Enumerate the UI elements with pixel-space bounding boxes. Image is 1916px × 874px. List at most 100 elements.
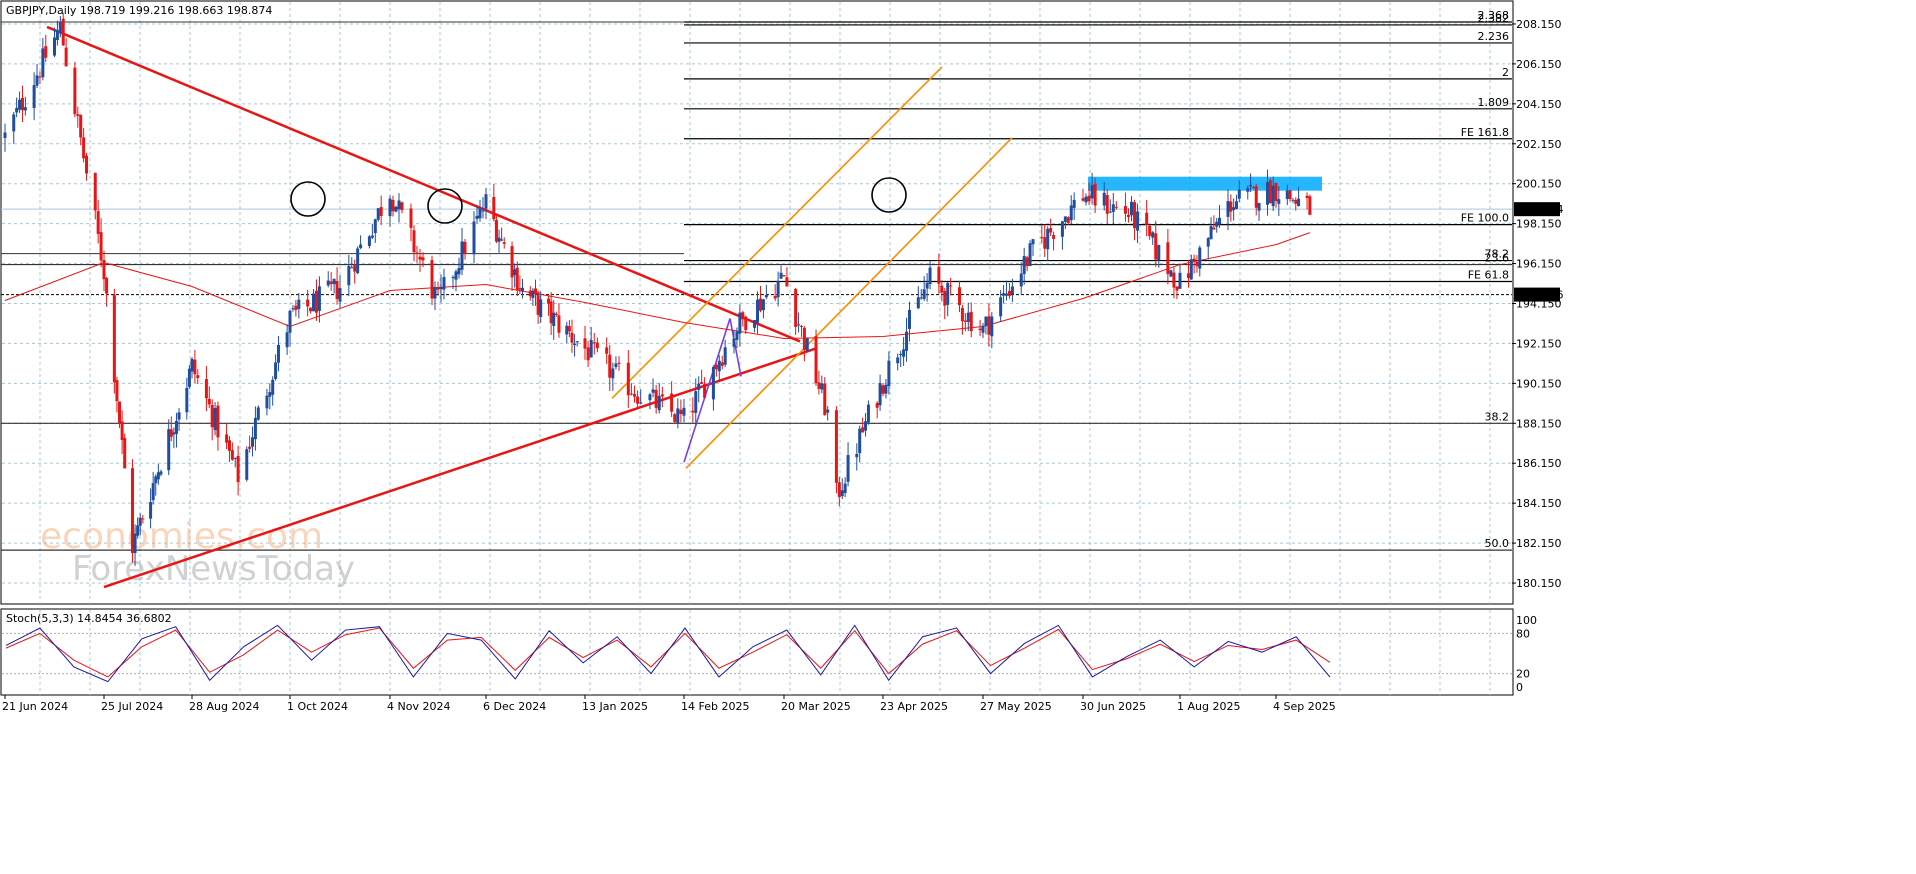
candle (500, 227, 504, 241)
candle (494, 214, 498, 244)
candle-body (1308, 196, 1312, 215)
candle (957, 280, 961, 313)
stoch-header: Stoch(5,3,3) 14.8454 36.6802 (6, 612, 172, 625)
candle (472, 211, 476, 264)
candle-body (347, 265, 351, 286)
candle-body (960, 307, 964, 322)
candle (670, 381, 674, 417)
candle-body (1254, 186, 1258, 208)
candle-body (902, 349, 906, 357)
candle (85, 152, 89, 181)
candle (814, 329, 818, 387)
candle-body (866, 404, 870, 423)
candle (536, 290, 540, 325)
stoch-axis-label: 0 (1516, 681, 1523, 694)
candle (651, 378, 655, 398)
candle-body (966, 312, 970, 322)
marker-circle-3 (871, 177, 907, 213)
candle (534, 279, 537, 306)
stoch-main-line (5, 624, 1331, 683)
candle (136, 517, 140, 539)
candle-body (843, 483, 847, 493)
candle (492, 183, 496, 222)
candle-body (359, 244, 363, 249)
candle-body (614, 363, 618, 368)
candle-body (418, 256, 422, 260)
candle-body (1028, 243, 1032, 267)
candle-body (1192, 258, 1196, 261)
candle-body (547, 298, 551, 304)
candle (118, 401, 122, 428)
price-axis-label: 190.150 (1516, 377, 1562, 390)
candle-body (1126, 214, 1130, 218)
candle-body (969, 311, 973, 332)
candle (23, 96, 27, 116)
candle (636, 390, 640, 409)
candle-body (528, 290, 532, 297)
candle (547, 295, 551, 316)
candle (1049, 218, 1053, 237)
candle (359, 235, 363, 250)
triangle-upper-line (46, 25, 801, 343)
candle-body (136, 525, 140, 536)
price-axis-label: 188.150 (1516, 417, 1562, 430)
candle-body (1166, 242, 1170, 274)
fib-label: 2.382 (1478, 12, 1510, 25)
candle (1025, 255, 1029, 272)
candle (497, 229, 501, 253)
candle (356, 246, 360, 275)
candle-body (605, 347, 609, 354)
candle-body (99, 232, 103, 261)
candle (187, 364, 191, 389)
candle (174, 412, 178, 448)
candle-body (1257, 203, 1261, 211)
candle-body (694, 391, 698, 413)
candle-body (1090, 185, 1094, 199)
candle (557, 302, 561, 338)
candle (1169, 269, 1173, 278)
candle-body (1229, 201, 1233, 212)
candle-body (105, 278, 109, 294)
candle-body (1111, 204, 1115, 212)
candle-body (233, 457, 237, 459)
candle-body (1105, 195, 1109, 214)
fib-label: FE 61.8 (1468, 269, 1509, 282)
date-axis-label: 30 Jun 2025 (1080, 700, 1146, 713)
date-axis: 21 Jun 2024 25 Jul 2024 28 Aug 2024 1 Oct 2… (2, 695, 1336, 713)
candle-body (887, 360, 891, 387)
candle-body (595, 342, 599, 349)
candle (1010, 278, 1014, 303)
candle-body (520, 287, 524, 292)
candle-body (1169, 270, 1173, 277)
candle (256, 405, 260, 421)
candle-body (794, 289, 798, 327)
stoch-axis-label: 80 (1516, 627, 1530, 640)
candle-body (1195, 262, 1199, 267)
candle-body (899, 354, 903, 356)
candle (442, 268, 446, 300)
candle (412, 225, 416, 262)
candle-body (1189, 259, 1193, 280)
candle (1090, 172, 1094, 205)
candle (691, 397, 695, 423)
candle (1237, 180, 1241, 203)
candle (1081, 188, 1085, 202)
candle (861, 417, 865, 433)
candle (347, 254, 351, 297)
candle (595, 337, 599, 353)
candle (190, 357, 194, 379)
candle-body (1172, 272, 1176, 288)
candle (373, 218, 377, 243)
candle-body (1305, 195, 1309, 198)
candle-body (61, 18, 65, 46)
candle (105, 276, 109, 307)
candle-body (799, 325, 803, 327)
candle-body (1072, 199, 1076, 208)
candle (1266, 169, 1270, 216)
candle (193, 349, 197, 384)
candle-body (207, 398, 211, 405)
candle (196, 369, 200, 385)
candle-body (394, 206, 398, 212)
candle (204, 366, 208, 412)
candle (520, 278, 524, 299)
